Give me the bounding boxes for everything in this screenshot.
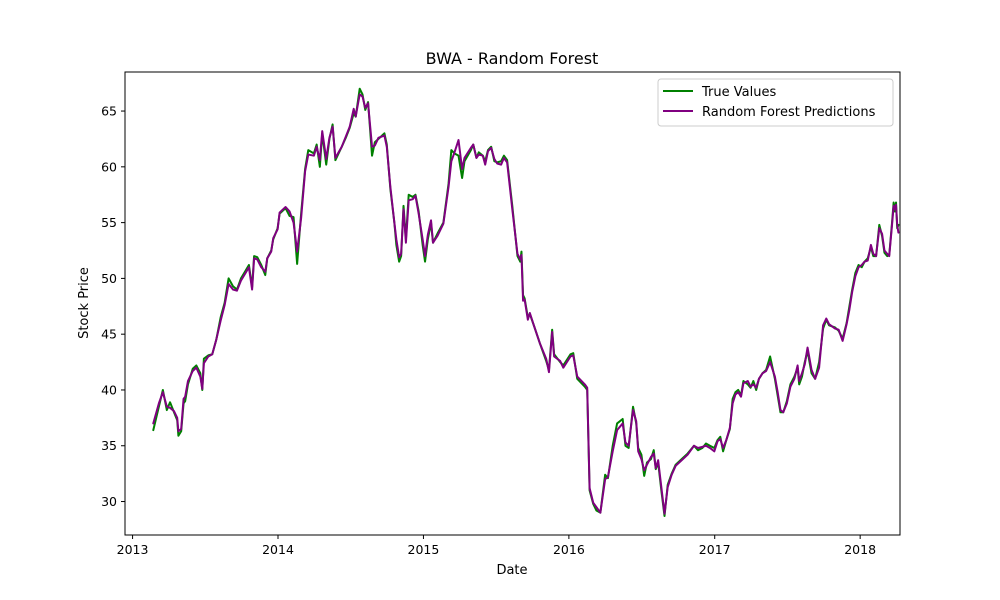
- y-tick-label: 30: [101, 494, 117, 509]
- y-tick-label: 65: [101, 104, 117, 119]
- chart-title: BWA - Random Forest: [426, 49, 599, 68]
- x-tick-label: 2016: [553, 542, 585, 557]
- y-axis-label: Stock Price: [77, 267, 92, 339]
- x-tick-label: 2015: [408, 542, 440, 557]
- y-tick-label: 45: [101, 327, 117, 342]
- x-axis-label: Date: [496, 563, 527, 578]
- legend-box: [657, 78, 894, 127]
- series-layer: [152, 87, 900, 518]
- y-axis: 30 35 40 45 50 55 60 65: [101, 104, 125, 509]
- y-tick-label: 35: [101, 438, 117, 453]
- legend-label-random-forest-predictions: Random Forest Predictions: [702, 105, 876, 120]
- legend-label-true-values: True Values: [701, 85, 776, 100]
- y-tick-label: 55: [101, 215, 117, 230]
- legend: True Values Random Forest Predictions: [657, 78, 894, 127]
- y-tick-label: 40: [101, 382, 117, 397]
- x-axis: 2013 2014 2015 2016 2017 2018: [117, 535, 876, 557]
- x-tick-label: 2017: [699, 542, 731, 557]
- x-tick-label: 2014: [262, 542, 294, 557]
- y-tick-label: 60: [101, 159, 117, 174]
- x-tick-label: 2018: [844, 542, 876, 557]
- x-tick-label: 2013: [117, 542, 149, 557]
- series-line-random-forest-predictions: [152, 93, 900, 515]
- plot-frame: [124, 71, 901, 536]
- y-tick-label: 50: [101, 271, 117, 286]
